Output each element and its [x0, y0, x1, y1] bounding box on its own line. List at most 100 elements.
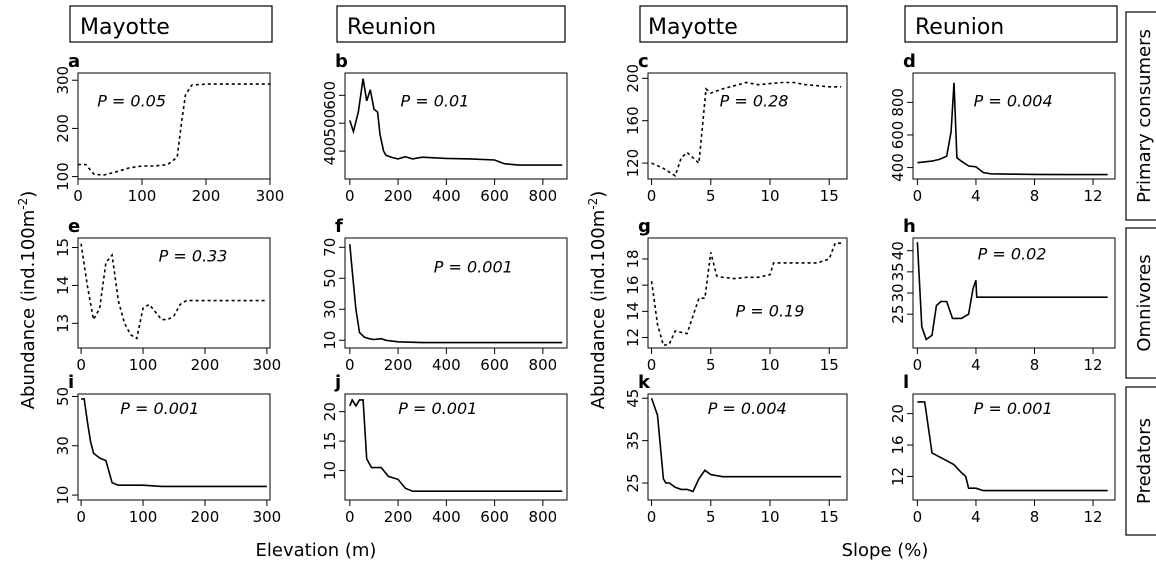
- x-tick-label-i-0: 0: [76, 508, 86, 526]
- row-label-3: Predators: [1134, 418, 1155, 504]
- row-label-box-3: [1125, 386, 1156, 536]
- x-tick-label-f-0: 0: [345, 356, 355, 374]
- y-tick-label-i-2: 50: [54, 387, 72, 406]
- y-tick-label-f-3: 70: [321, 238, 339, 257]
- x-tick-label-k-3: 15: [820, 508, 839, 526]
- p-value-g: P = 0.19: [736, 302, 805, 321]
- y-tick-label-b-0: 400: [321, 137, 339, 166]
- x-tick-label-b-2: 400: [432, 187, 461, 205]
- right-y-axis-label: Abundance (ind.100m-2): [586, 191, 609, 410]
- panel-letter-e: e: [68, 216, 80, 237]
- p-value-k: P = 0.004: [708, 399, 787, 418]
- x-tick-label-h-3: 12: [1083, 356, 1102, 374]
- y-tick-label-g-2: 16: [624, 276, 642, 295]
- x-tick-label-h-1: 4: [971, 356, 981, 374]
- x-tick-label-j-0: 0: [345, 508, 355, 526]
- y-tick-label-d-2: 800: [889, 88, 907, 117]
- x-tick-label-e-3: 300: [253, 356, 282, 374]
- y-tick-label-g-1: 14: [624, 302, 642, 321]
- p-value-h: P = 0.02: [978, 244, 1047, 263]
- y-tick-label-d-1: 600: [889, 121, 907, 150]
- left-x-axis-label: Elevation (m): [256, 540, 377, 561]
- panel-frame-g: [647, 237, 848, 349]
- data-line-h: [916, 242, 1108, 341]
- panel-letter-j: j: [334, 372, 341, 393]
- panel-l: l 0 4 8 12 12 16 20 P = 0.001: [889, 372, 1116, 526]
- column-header-box-2: [336, 5, 566, 43]
- y-tick-label-f-1: 30: [321, 300, 339, 319]
- right-x-axis-label: Slope (%): [842, 540, 929, 561]
- x-tick-label-k-2: 10: [760, 508, 779, 526]
- x-tick-label-d-2: 8: [1030, 187, 1040, 205]
- y-tick-label-h-2: 35: [889, 262, 907, 281]
- panel-i: i 0 100 200 300 10 30 50 P = 0.001: [54, 372, 281, 526]
- panel-letter-f: f: [335, 216, 343, 237]
- x-tick-label-g-3: 15: [820, 356, 839, 374]
- p-value-c: P = 0.28: [720, 92, 789, 111]
- panel-frame-k: [647, 393, 848, 501]
- x-tick-label-i-1: 100: [129, 508, 158, 526]
- y-tick-label-d-0: 400: [889, 153, 907, 182]
- column-header-1: Mayotte: [80, 15, 170, 40]
- panel-f: f 0 200 400 600 800 10 30 50 70 P = 0.001: [321, 216, 568, 374]
- y-tick-label-b-2: 600: [321, 81, 339, 110]
- y-tick-label-c-2: 200: [624, 64, 642, 93]
- x-tick-label-a-3: 300: [256, 187, 285, 205]
- x-tick-label-l-3: 12: [1083, 508, 1102, 526]
- data-line-f: [349, 244, 563, 344]
- panel-e: e 0 100 200 300 13 14 15 P = 0.33: [54, 216, 281, 374]
- x-tick-label-g-1: 5: [706, 356, 716, 374]
- y-tick-label-i-0: 10: [54, 486, 72, 505]
- y-tick-label-c-0: 120: [624, 149, 642, 178]
- panel-letter-a: a: [68, 51, 80, 72]
- x-tick-label-c-1: 5: [706, 187, 716, 205]
- y-tick-label-a-2: 300: [54, 66, 72, 95]
- y-tick-label-b-1: 500: [321, 109, 339, 138]
- x-tick-label-j-4: 800: [529, 508, 558, 526]
- panel-frame-i: [77, 393, 271, 501]
- y-tick-label-k-1: 35: [624, 431, 642, 450]
- y-tick-label-f-0: 10: [321, 331, 339, 350]
- y-tick-label-g-0: 12: [624, 328, 642, 347]
- column-header-3: Mayotte: [648, 15, 738, 40]
- data-line-l: [917, 401, 1108, 492]
- x-tick-label-h-2: 8: [1030, 356, 1040, 374]
- x-tick-label-j-1: 200: [384, 508, 413, 526]
- row-label-box-2: [1125, 227, 1156, 379]
- p-value-b: P = 0.01: [401, 92, 470, 111]
- data-line-b: [349, 78, 563, 166]
- x-tick-label-j-3: 600: [480, 508, 509, 526]
- x-tick-label-a-0: 0: [73, 187, 83, 205]
- data-line-c: [651, 81, 842, 178]
- y-tick-label-e-1: 14: [54, 276, 72, 295]
- row-label-box-1: [1125, 11, 1156, 221]
- p-value-e: P = 0.33: [159, 247, 228, 266]
- x-tick-label-b-4: 800: [529, 187, 558, 205]
- panel-letter-g: g: [638, 216, 651, 237]
- left-y-axis-label-sup: -2: [16, 198, 30, 210]
- panel-c: c 0 5 10 15 120 160 200 P = 0.28: [624, 51, 848, 205]
- panel-frame-f: [344, 237, 568, 349]
- y-tick-label-l-2: 20: [889, 404, 907, 423]
- x-tick-label-i-3: 300: [253, 508, 282, 526]
- data-line-e: [80, 243, 267, 340]
- x-tick-label-l-0: 0: [913, 508, 923, 526]
- x-tick-label-l-1: 4: [971, 508, 981, 526]
- panel-h: h 0 4 8 12 25 30 35 40 P = 0.02: [889, 216, 1116, 374]
- x-tick-label-e-0: 0: [76, 356, 86, 374]
- row-label-2: Omnivores: [1134, 254, 1155, 351]
- panel-letter-c: c: [638, 51, 649, 72]
- x-tick-label-c-0: 0: [647, 187, 657, 205]
- y-tick-label-g-3: 18: [624, 249, 642, 268]
- y-tick-label-e-0: 13: [54, 314, 72, 333]
- y-tick-label-h-1: 30: [889, 283, 907, 302]
- panel-frame-c: [647, 72, 848, 180]
- panel-frame-a: [77, 72, 271, 180]
- x-tick-label-d-0: 0: [913, 187, 923, 205]
- x-tick-label-e-2: 200: [191, 356, 220, 374]
- column-header-box-1: [69, 5, 273, 43]
- y-tick-label-l-1: 16: [889, 435, 907, 454]
- right-y-axis-label-sup: -2: [586, 198, 600, 210]
